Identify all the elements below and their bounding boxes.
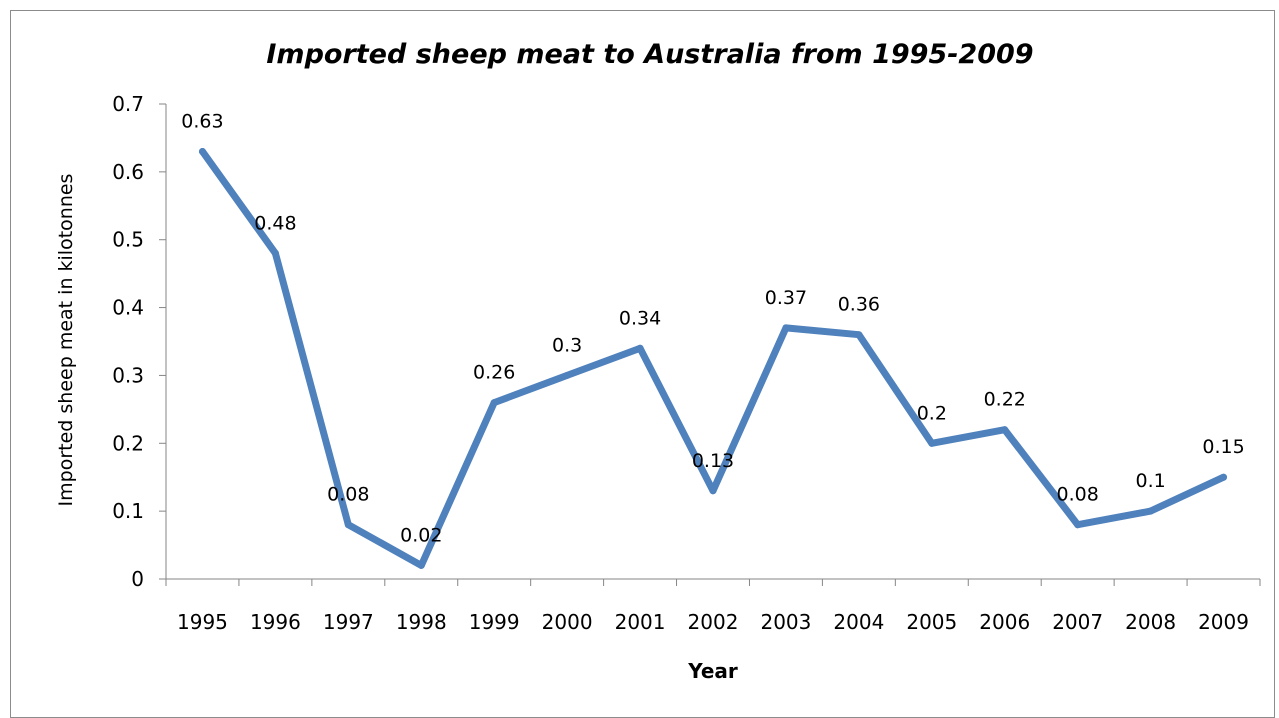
data-point — [198, 148, 206, 155]
x-tick-label: 1996 — [250, 610, 301, 634]
x-tick-label: 1998 — [396, 610, 447, 634]
y-tick-label: 0.2 — [112, 431, 144, 455]
x-tick-label: 1999 — [469, 610, 520, 634]
data-label: 0.34 — [619, 307, 661, 329]
data-point — [490, 399, 498, 407]
data-point — [1001, 426, 1009, 434]
x-tick-label: 2009 — [1198, 610, 1249, 634]
chart-frame — [10, 10, 1275, 718]
data-point — [271, 249, 279, 257]
y-tick-label: 0 — [131, 567, 144, 591]
data-label: 0.2 — [917, 402, 947, 424]
y-tick-label: 0.4 — [112, 296, 144, 320]
x-axis-title: Year — [687, 659, 738, 683]
data-point — [417, 561, 425, 569]
x-tick-label: 1995 — [177, 610, 228, 634]
data-point — [636, 344, 644, 352]
data-point — [782, 324, 790, 332]
data-label: 0.37 — [765, 287, 807, 309]
data-label: 0.26 — [473, 362, 515, 384]
x-tick-label: 2008 — [1125, 610, 1176, 634]
data-point — [928, 439, 936, 447]
x-tick-label: 2002 — [688, 610, 739, 634]
x-tick-label: 2001 — [615, 610, 666, 634]
data-label: 0.3 — [552, 334, 582, 356]
data-label: 0.22 — [984, 389, 1026, 411]
data-label: 0.63 — [181, 111, 223, 133]
y-tick-label: 0.1 — [112, 499, 144, 523]
x-tick-label: 2006 — [979, 610, 1030, 634]
x-tick-label: 2003 — [760, 610, 811, 634]
data-label: 0.1 — [1135, 470, 1165, 492]
data-label: 0.13 — [692, 450, 734, 472]
data-labels: 0.63 0.48 0.08 0.02 0.26 0.3 0.34 0.13 0.37 0.36 0… — [181, 111, 1244, 547]
y-axis-title: Imported sheep meat in kilotonnes — [55, 174, 77, 507]
y-tick-label: 0.3 — [112, 363, 144, 387]
x-tick-label: 2004 — [833, 610, 884, 634]
x-tick-label: 2007 — [1052, 610, 1103, 634]
x-tick-label: 2005 — [906, 610, 957, 634]
data-point — [563, 371, 571, 379]
data-point — [1147, 507, 1155, 515]
y-tick-label: 0.5 — [112, 228, 144, 252]
data-point — [709, 487, 717, 495]
series-layer — [198, 148, 1228, 569]
data-label: 0.15 — [1202, 436, 1244, 458]
data-label: 0.36 — [838, 294, 880, 316]
y-tick-label: 0.7 — [112, 92, 144, 116]
data-point — [1074, 521, 1082, 529]
data-label: 0.48 — [254, 212, 296, 234]
data-label: 0.02 — [400, 524, 442, 546]
chart-title: Imported sheep meat to Australia from 19… — [266, 39, 1033, 70]
axes: 0 0.1 0.2 0.3 0.4 0.5 0.6 0.7 1995 1996 1997 1998 19… — [112, 92, 1261, 634]
data-point — [1220, 473, 1228, 481]
x-tick-label: 2000 — [542, 610, 593, 634]
data-point — [344, 521, 352, 529]
data-label: 0.08 — [327, 484, 369, 506]
data-point — [855, 331, 863, 339]
y-tick-label: 0.6 — [112, 160, 144, 184]
x-tick-label: 1997 — [323, 610, 374, 634]
data-label: 0.08 — [1057, 484, 1099, 506]
